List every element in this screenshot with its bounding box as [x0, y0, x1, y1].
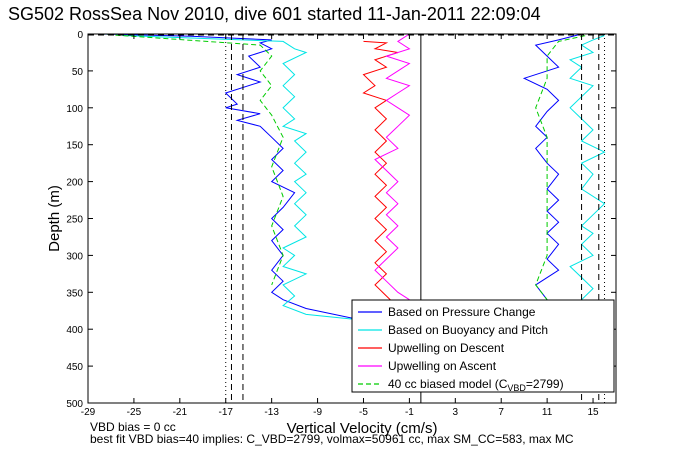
legend-label: 40 cc biased model (CVBD=2799) [388, 377, 564, 393]
y-tick-label: 0 [77, 30, 83, 41]
chart-title: SG502 RossSea Nov 2010, dive 601 started… [8, 4, 541, 24]
legend-box [351, 299, 615, 393]
series-layer [99, 33, 606, 322]
vbd-bias-note: VBD bias = 0 cc [90, 420, 176, 434]
y-tick-label: 500 [66, 399, 83, 410]
x-tick-label: -21 [173, 407, 188, 418]
y-tick-label: 450 [66, 362, 83, 373]
y-tick-label: 300 [66, 251, 83, 262]
y-axis-label: Depth (m) [46, 185, 63, 252]
x-tick-label: -29 [81, 407, 96, 418]
y-tick-label: 50 [72, 67, 84, 78]
y-tick-label: 200 [66, 178, 83, 189]
legend-label: Upwelling on Ascent [388, 359, 497, 373]
x-tick-label: -1 [405, 407, 414, 418]
y-tick-label: 150 [66, 141, 83, 152]
series-line-1-ascent [568, 35, 606, 301]
series-line-0-descent [99, 33, 398, 321]
series-line-3-points [374, 33, 411, 301]
x-tick-label: 7 [498, 407, 504, 418]
x-tick-label: -9 [313, 407, 322, 418]
series-line-4-descent [99, 33, 284, 286]
x-tick-label: -25 [127, 407, 142, 418]
x-tick-label: -5 [359, 407, 368, 418]
best-fit-note: best fit VBD bias=40 implies: C_VBD=2799… [90, 432, 574, 446]
x-tick-label: -13 [264, 407, 279, 418]
x-tick-label: 11 [542, 407, 553, 418]
series-line-1-descent [122, 35, 410, 322]
axes: -29 -25 -21 -17 -13 -9 -5 -1 3 7 11 150501001502002… [46, 30, 617, 437]
y-tick-label: 400 [66, 325, 83, 336]
x-axis-label: Vertical Velocity (cm/s) [287, 420, 438, 437]
legend: Based on Pressure Change Based on Buoyanc… [351, 299, 615, 393]
x-tick-label: 3 [453, 407, 459, 418]
series-line-0-ascent [522, 33, 582, 301]
legend-label: Based on Buoyancy and Pitch [388, 323, 548, 337]
legend-label: Based on Pressure Change [388, 305, 536, 319]
x-tick-label: 15 [587, 407, 599, 418]
y-tick-label: 100 [66, 104, 83, 115]
y-tick-label: 250 [66, 215, 83, 226]
x-tick-label: -17 [219, 407, 234, 418]
series-line-2-points [362, 40, 399, 319]
y-tick-label: 350 [66, 288, 83, 299]
legend-label: Upwelling on Descent [388, 341, 505, 355]
series-line-4-ascent [535, 33, 594, 301]
